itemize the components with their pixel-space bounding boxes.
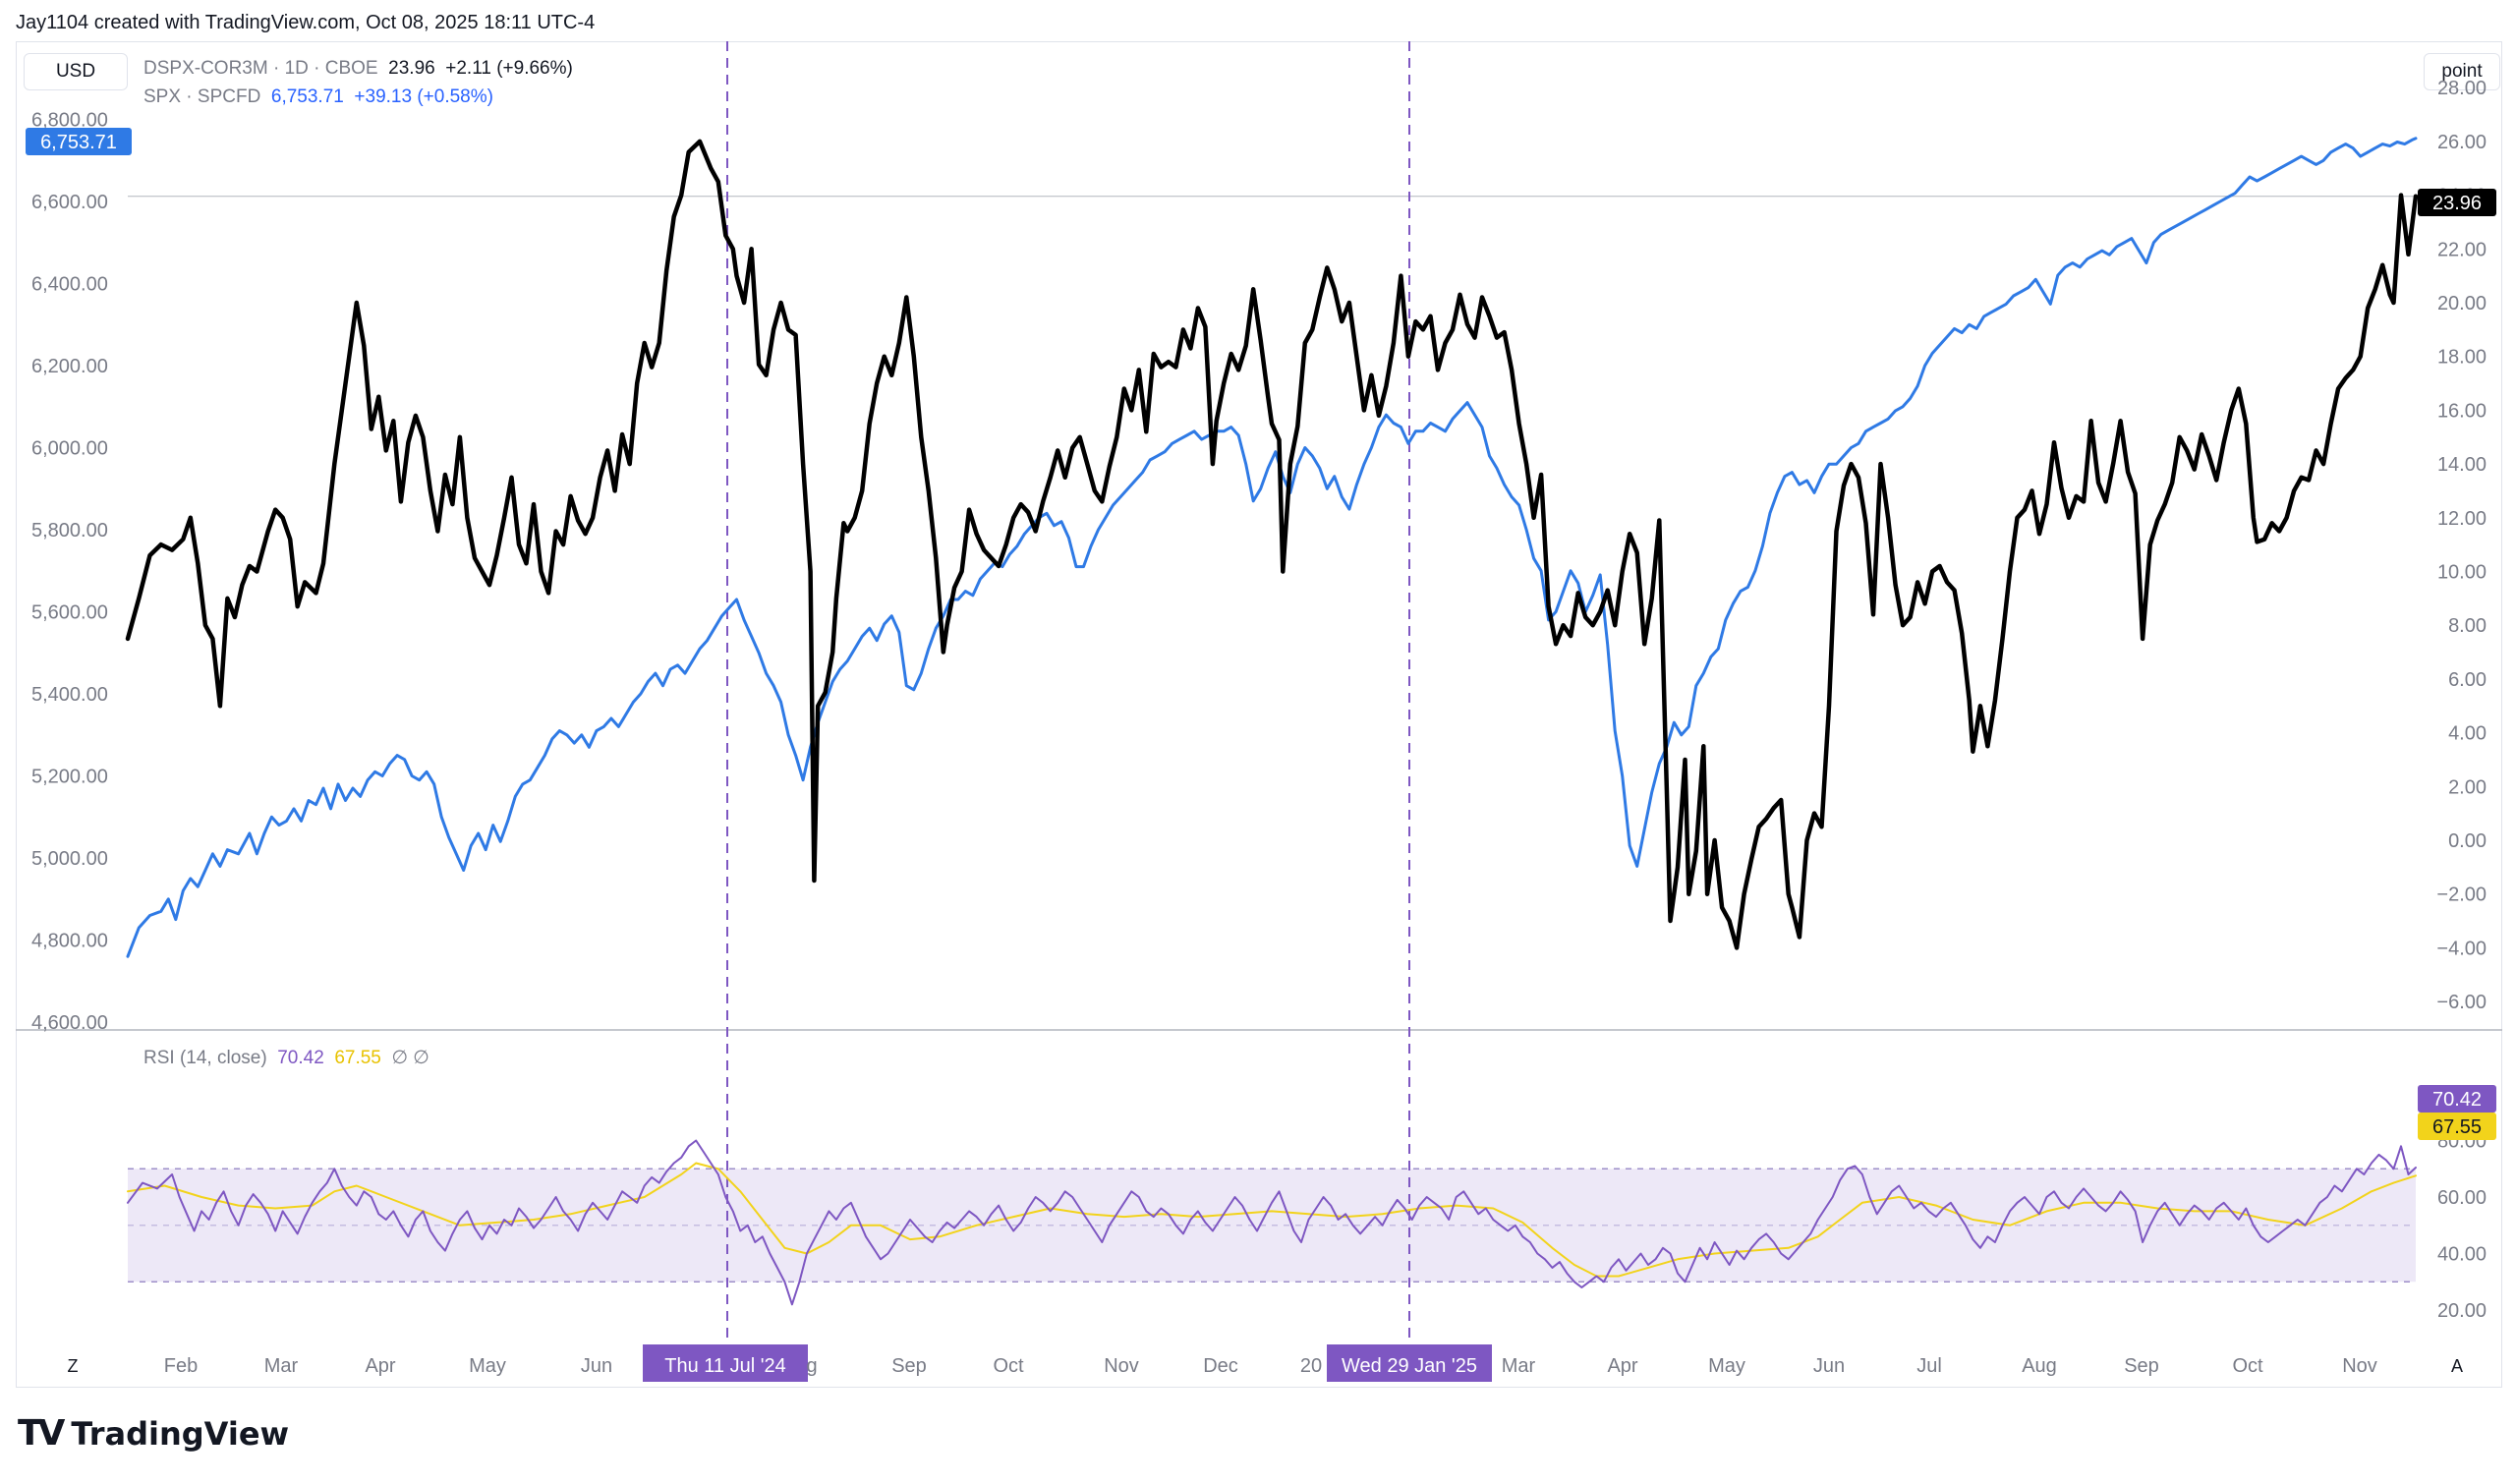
x-axis-label: Jun	[1813, 1355, 1845, 1377]
spx-last-label-bg	[26, 128, 132, 155]
legend-last-spx: 6,753.71	[270, 86, 344, 107]
chart-caption: Jay1104 created with TradingView.com, Oc…	[16, 12, 596, 33]
series-line-rsi	[127, 1139, 2417, 1306]
right-axis-tick: 8.00	[2448, 615, 2487, 637]
left-axis-tick: 6,600.00	[31, 192, 108, 213]
x-axis-label: Apr	[365, 1355, 395, 1377]
legend-series-1[interactable]: DSPX-COR3M · 1D · CBOE 23.96 +2.11 (+9.6…	[143, 58, 573, 80]
left-axis-tick: 5,000.00	[31, 848, 108, 870]
series-line-dspx	[125, 139, 2419, 950]
brand[interactable]: TV TradingView	[18, 1413, 289, 1454]
rsi-axis-tick: 20.00	[2437, 1300, 2487, 1322]
right-axis-tick: 2.00	[2448, 776, 2487, 798]
right-axis-tick: 12.00	[2437, 508, 2487, 530]
x-axis-label: Dec	[1203, 1355, 1238, 1377]
rsi-label: RSI (14, close)	[143, 1048, 267, 1068]
legend-series-2[interactable]: SPX · SPCFD 6,753.71 +39.13 (+0.58%)	[143, 86, 493, 108]
x-axis-label: Nov	[2342, 1355, 2377, 1377]
x-axis-label: Apr	[1607, 1355, 1637, 1377]
x-marker-label: Thu 11 Jul '24	[664, 1355, 786, 1377]
left-axis-tick: 6,200.00	[31, 356, 108, 377]
rsi-axis-tick: 60.00	[2437, 1187, 2487, 1209]
right-axis-tick: 6.00	[2448, 669, 2487, 691]
rsi-ma-value: 67.55	[334, 1048, 381, 1068]
x-axis-label: Aug	[2022, 1355, 2057, 1377]
left-axis-tick: 6,800.00	[31, 110, 108, 132]
left-axis-tick: 6,400.00	[31, 274, 108, 296]
right-axis-tick: 20.00	[2437, 293, 2487, 314]
right-axis-tick: −6.00	[2436, 992, 2487, 1013]
spx-last-label: 6,753.71	[40, 132, 117, 153]
legend-symbol-dspx: DSPX-COR3M · 1D · CBOE	[143, 58, 378, 79]
x-marker-label: Wed 29 Jan '25	[1342, 1355, 1477, 1377]
x-axis-label: Mar	[264, 1355, 299, 1377]
brand-name: TradingView	[71, 1414, 290, 1453]
right-axis-tick: 18.00	[2437, 347, 2487, 369]
x-axis-fragment: g	[806, 1355, 817, 1377]
left-axis-tick: 6,000.00	[31, 438, 108, 460]
right-axis-tick: 4.00	[2448, 723, 2487, 745]
right-axis-tick: −4.00	[2436, 938, 2487, 959]
x-marker-label-bg	[643, 1344, 808, 1382]
x-axis-label: Oct	[2232, 1355, 2263, 1377]
rsi-ma-last-label-bg	[2418, 1113, 2496, 1140]
x-axis-label: May	[1708, 1355, 1745, 1377]
chart-frame	[16, 41, 2502, 1388]
right-axis-tick: 0.00	[2448, 830, 2487, 852]
rsi-axis-tick: 40.00	[2437, 1244, 2487, 1266]
right-axis-tick: 28.00	[2437, 78, 2487, 99]
x-axis-fragment: 20	[1300, 1355, 1322, 1377]
right-axis-tick: 26.00	[2437, 132, 2487, 153]
left-axis-tick: 5,800.00	[31, 520, 108, 542]
right-axis-tick: −2.00	[2436, 885, 2487, 906]
x-axis-label: Jul	[1916, 1355, 1942, 1377]
rsi-extra: ∅ ∅	[391, 1048, 429, 1068]
x-axis-label: Sep	[891, 1355, 927, 1377]
price-scale-unit-button[interactable]: point	[2424, 53, 2500, 90]
legend-last-dspx: 23.96	[388, 58, 435, 79]
left-axis-tick: 4,800.00	[31, 931, 108, 952]
right-axis-tick: 10.00	[2437, 562, 2487, 584]
right-axis-tick: 14.00	[2437, 454, 2487, 476]
right-axis-tick: 16.00	[2437, 400, 2487, 422]
legend-change-spx: +39.13 (+0.58%)	[354, 86, 493, 107]
x-axis-label: Sep	[2124, 1355, 2159, 1377]
legend-symbol-spx: SPX · SPCFD	[143, 86, 261, 107]
left-axis-tick: 5,200.00	[31, 767, 108, 788]
rsi-ma-last-label: 67.55	[2432, 1116, 2482, 1138]
left-axis-tick: 5,600.00	[31, 602, 108, 624]
x-axis-label: Nov	[1104, 1355, 1139, 1377]
x-axis-label: May	[469, 1355, 506, 1377]
left-axis-tick: 5,400.00	[31, 684, 108, 706]
left-axis-tick: 4,600.00	[31, 1012, 108, 1034]
legend-rsi[interactable]: RSI (14, close) 70.42 67.55 ∅ ∅	[143, 1047, 429, 1069]
x-marker-label-bg	[1327, 1344, 1492, 1382]
x-edge-right: A	[2451, 1356, 2463, 1376]
chart-svg[interactable]: 6,800.00 6,600.00 6,400.00 6,200.00 6,000.00…	[0, 0, 2516, 1396]
legend-change-dspx: +2.11 (+9.66%)	[445, 58, 573, 79]
x-axis-label: Mar	[1502, 1355, 1536, 1377]
x-axis-label: Jun	[581, 1355, 612, 1377]
rsi-value: 70.42	[277, 1048, 324, 1068]
rsi-last-label: 70.42	[2432, 1089, 2482, 1111]
right-axis-tick: 22.00	[2437, 239, 2487, 260]
tradingview-logo-icon: TV	[18, 1413, 65, 1454]
rsi-last-label-bg	[2418, 1085, 2496, 1113]
x-axis-label: Feb	[164, 1355, 198, 1377]
x-edge-left: Z	[68, 1356, 79, 1376]
dspx-last-label: 23.96	[2432, 193, 2482, 214]
currency-button[interactable]: USD	[24, 53, 128, 90]
series-line-spx	[126, 137, 2418, 958]
x-axis-label: Oct	[993, 1355, 1024, 1377]
dspx-last-label-bg	[2418, 189, 2496, 216]
